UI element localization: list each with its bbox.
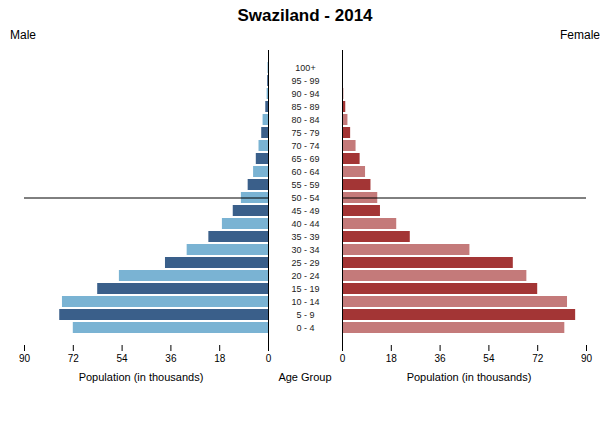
svg-text:55 - 59: 55 - 59 [291,180,319,190]
svg-text:54: 54 [117,353,129,364]
svg-text:30 - 34: 30 - 34 [291,245,319,255]
svg-text:100+: 100+ [295,63,315,73]
svg-text:72: 72 [68,353,80,364]
html-text:Female: Female [560,28,600,42]
svg-text:10 - 14: 10 - 14 [291,297,319,307]
svg-text:54: 54 [483,353,495,364]
html-text:Male: Male [10,28,36,42]
svg-text:36: 36 [165,353,177,364]
svg-text:72: 72 [532,353,544,364]
svg-text:18: 18 [214,353,226,364]
svg-text:70 - 74: 70 - 74 [291,141,319,151]
svg-text:50 - 54: 50 - 54 [291,193,319,203]
svg-text:0: 0 [266,353,272,364]
html-text:Population (in thousands): Population (in thousands) [78,371,204,383]
svg-text:25 - 29: 25 - 29 [291,258,319,268]
svg-text:90 - 94: 90 - 94 [291,89,319,99]
html-text:Age Group: Age Group [278,371,332,383]
svg-text:85 - 89: 85 - 89 [291,102,319,112]
svg-text:90: 90 [581,353,593,364]
svg-text:5 - 9: 5 - 9 [296,310,314,320]
svg-text:15 - 19: 15 - 19 [291,284,319,294]
html-text:Population (in thousands): Population (in thousands) [406,371,532,383]
svg-text:95 - 99: 95 - 99 [291,76,319,86]
svg-text:40 - 44: 40 - 44 [291,219,319,229]
svg-text:36: 36 [435,353,447,364]
svg-text:75 - 79: 75 - 79 [291,128,319,138]
svg-text:35 - 39: 35 - 39 [291,232,319,242]
svg-text:90: 90 [19,353,31,364]
svg-text:0 - 4: 0 - 4 [296,323,314,333]
svg-text:65 - 69: 65 - 69 [291,154,319,164]
html-text:Swaziland - 2014: Swaziland - 2014 [237,6,373,25]
svg-text:45 - 49: 45 - 49 [291,206,319,216]
svg-text:20 - 24: 20 - 24 [291,271,319,281]
svg-text:60 - 64: 60 - 64 [291,167,319,177]
svg-text:18: 18 [386,353,398,364]
svg-text:80 - 84: 80 - 84 [291,115,319,125]
svg-text:0: 0 [340,353,346,364]
